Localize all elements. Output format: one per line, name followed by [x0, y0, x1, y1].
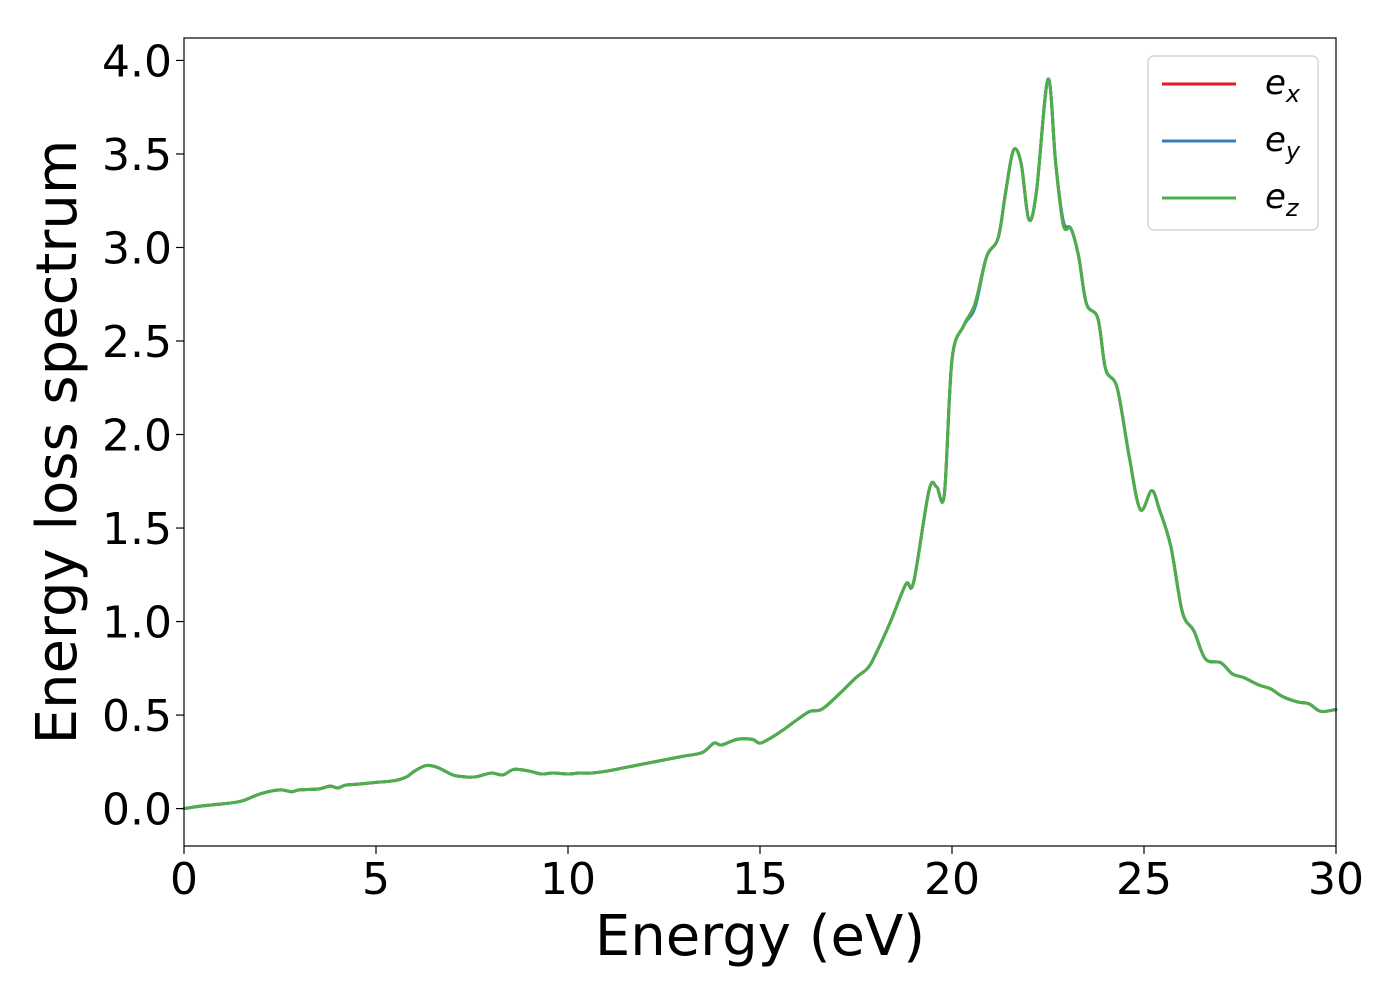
y-tick-label: 2.5 — [102, 317, 172, 368]
y-tick-label: 3.0 — [102, 223, 172, 274]
legend-label-z: ez — [1265, 177, 1300, 222]
y-tick-label: 0.5 — [102, 691, 172, 742]
plot-lines — [182, 77, 1338, 811]
x-axis-ticks: 0 5 10 15 20 25 30 — [170, 846, 1364, 905]
x-tick-label: 30 — [1308, 854, 1364, 905]
x-tick-label: 5 — [362, 854, 390, 905]
series-line-z — [182, 77, 1338, 811]
x-tick-label: 10 — [540, 854, 596, 905]
y-tick-label: 3.5 — [102, 130, 172, 181]
y-tick-label: 2.0 — [102, 411, 172, 462]
legend-label-x: ex — [1265, 63, 1301, 108]
x-axis-title: Energy (eV) — [595, 904, 925, 969]
y-axis-ticks: 0.0 0.5 1.0 1.5 2.0 2.5 3.0 3.5 4.0 — [102, 36, 184, 836]
y-axis-title: Energy loss spectrum — [25, 140, 90, 745]
x-tick-label: 20 — [924, 854, 980, 905]
legend: ex ey ez — [1147, 55, 1319, 231]
y-tick-label: 1.0 — [102, 598, 172, 649]
legend-box — [1147, 55, 1319, 231]
legend-label-y: ey — [1265, 120, 1301, 165]
x-tick-label: 15 — [732, 854, 788, 905]
y-tick-label: 4.0 — [102, 36, 172, 87]
y-tick-label: 1.5 — [102, 504, 172, 555]
y-tick-label: 0.0 — [102, 785, 172, 836]
x-tick-label: 25 — [1116, 854, 1172, 905]
x-tick-label: 0 — [170, 854, 198, 905]
